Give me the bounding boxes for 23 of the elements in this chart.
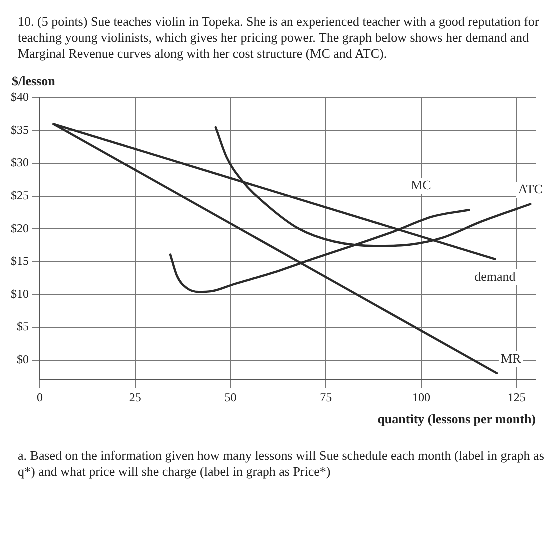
y-tick-label: $0 bbox=[17, 352, 29, 366]
text: a. Based on the information given how many lessons will Sue schedule each month (label in graph as q*) and what price will she charge (label in graph as Price*) bbox=[18, 448, 546, 480]
series-label: ATC bbox=[518, 182, 543, 197]
y-tick-label: $10 bbox=[11, 286, 29, 301]
series-label: MR bbox=[500, 350, 522, 366]
x-tick-label: 75 bbox=[320, 390, 332, 404]
y-tick-label: $40 bbox=[11, 90, 29, 104]
x-axis-title: quantity (lessons per month) bbox=[378, 412, 536, 427]
y-tick-label: $25 bbox=[11, 188, 29, 203]
series-label: MC bbox=[411, 178, 432, 193]
y-tick-label: $5 bbox=[17, 320, 29, 334]
x-tick-label: 0 bbox=[37, 390, 43, 404]
y-axis-title: $/lesson bbox=[12, 73, 56, 88]
x-tick-label: 50 bbox=[224, 390, 237, 404]
y-tick-label: $15 bbox=[11, 254, 29, 268]
y-tick-label: $20 bbox=[11, 221, 29, 236]
y-tick-label: $30 bbox=[11, 156, 29, 170]
series-label: demand bbox=[474, 268, 516, 284]
x-tick-label: 100 bbox=[412, 390, 431, 404]
y-tick-label: $35 bbox=[11, 122, 29, 137]
x-tick-label: 125 bbox=[508, 390, 526, 404]
chart-title: 10. (5 points) Sue teaches violin in Topeka. She is an experienced teacher with a good reputation for teaching young violinists, which gives her pricing power. The graph below shows her demand and Marginal Revenue curves along with her cost structure (MC and ATC). bbox=[18, 14, 540, 62]
x-tick-label: 25 bbox=[129, 390, 142, 404]
